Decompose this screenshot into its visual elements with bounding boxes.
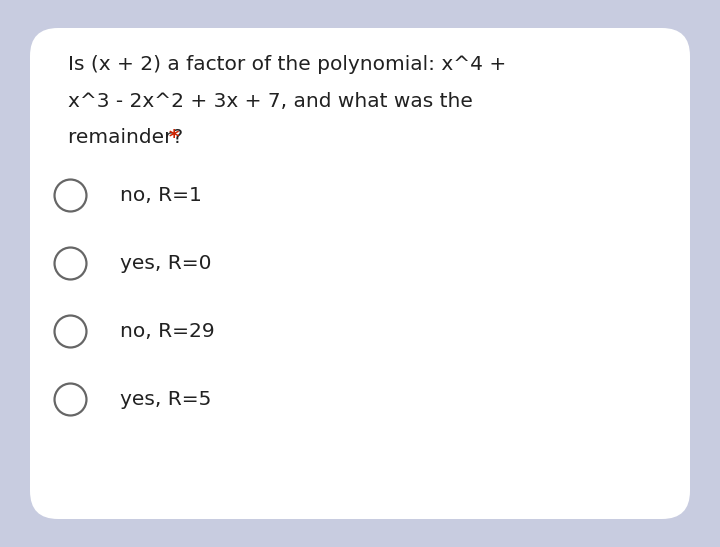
Text: x^3 - 2x^2 + 3x + 7, and what was the: x^3 - 2x^2 + 3x + 7, and what was the <box>68 91 473 110</box>
FancyBboxPatch shape <box>30 28 690 519</box>
Text: no, R=29: no, R=29 <box>120 322 215 340</box>
Text: *: * <box>169 128 179 147</box>
Text: remainder?: remainder? <box>68 128 189 147</box>
Text: no, R=1: no, R=1 <box>120 185 202 205</box>
Text: yes, R=5: yes, R=5 <box>120 389 212 409</box>
Text: Is (x + 2) a factor of the polynomial: x^4 +: Is (x + 2) a factor of the polynomial: x… <box>68 55 506 74</box>
Text: yes, R=0: yes, R=0 <box>120 253 212 272</box>
